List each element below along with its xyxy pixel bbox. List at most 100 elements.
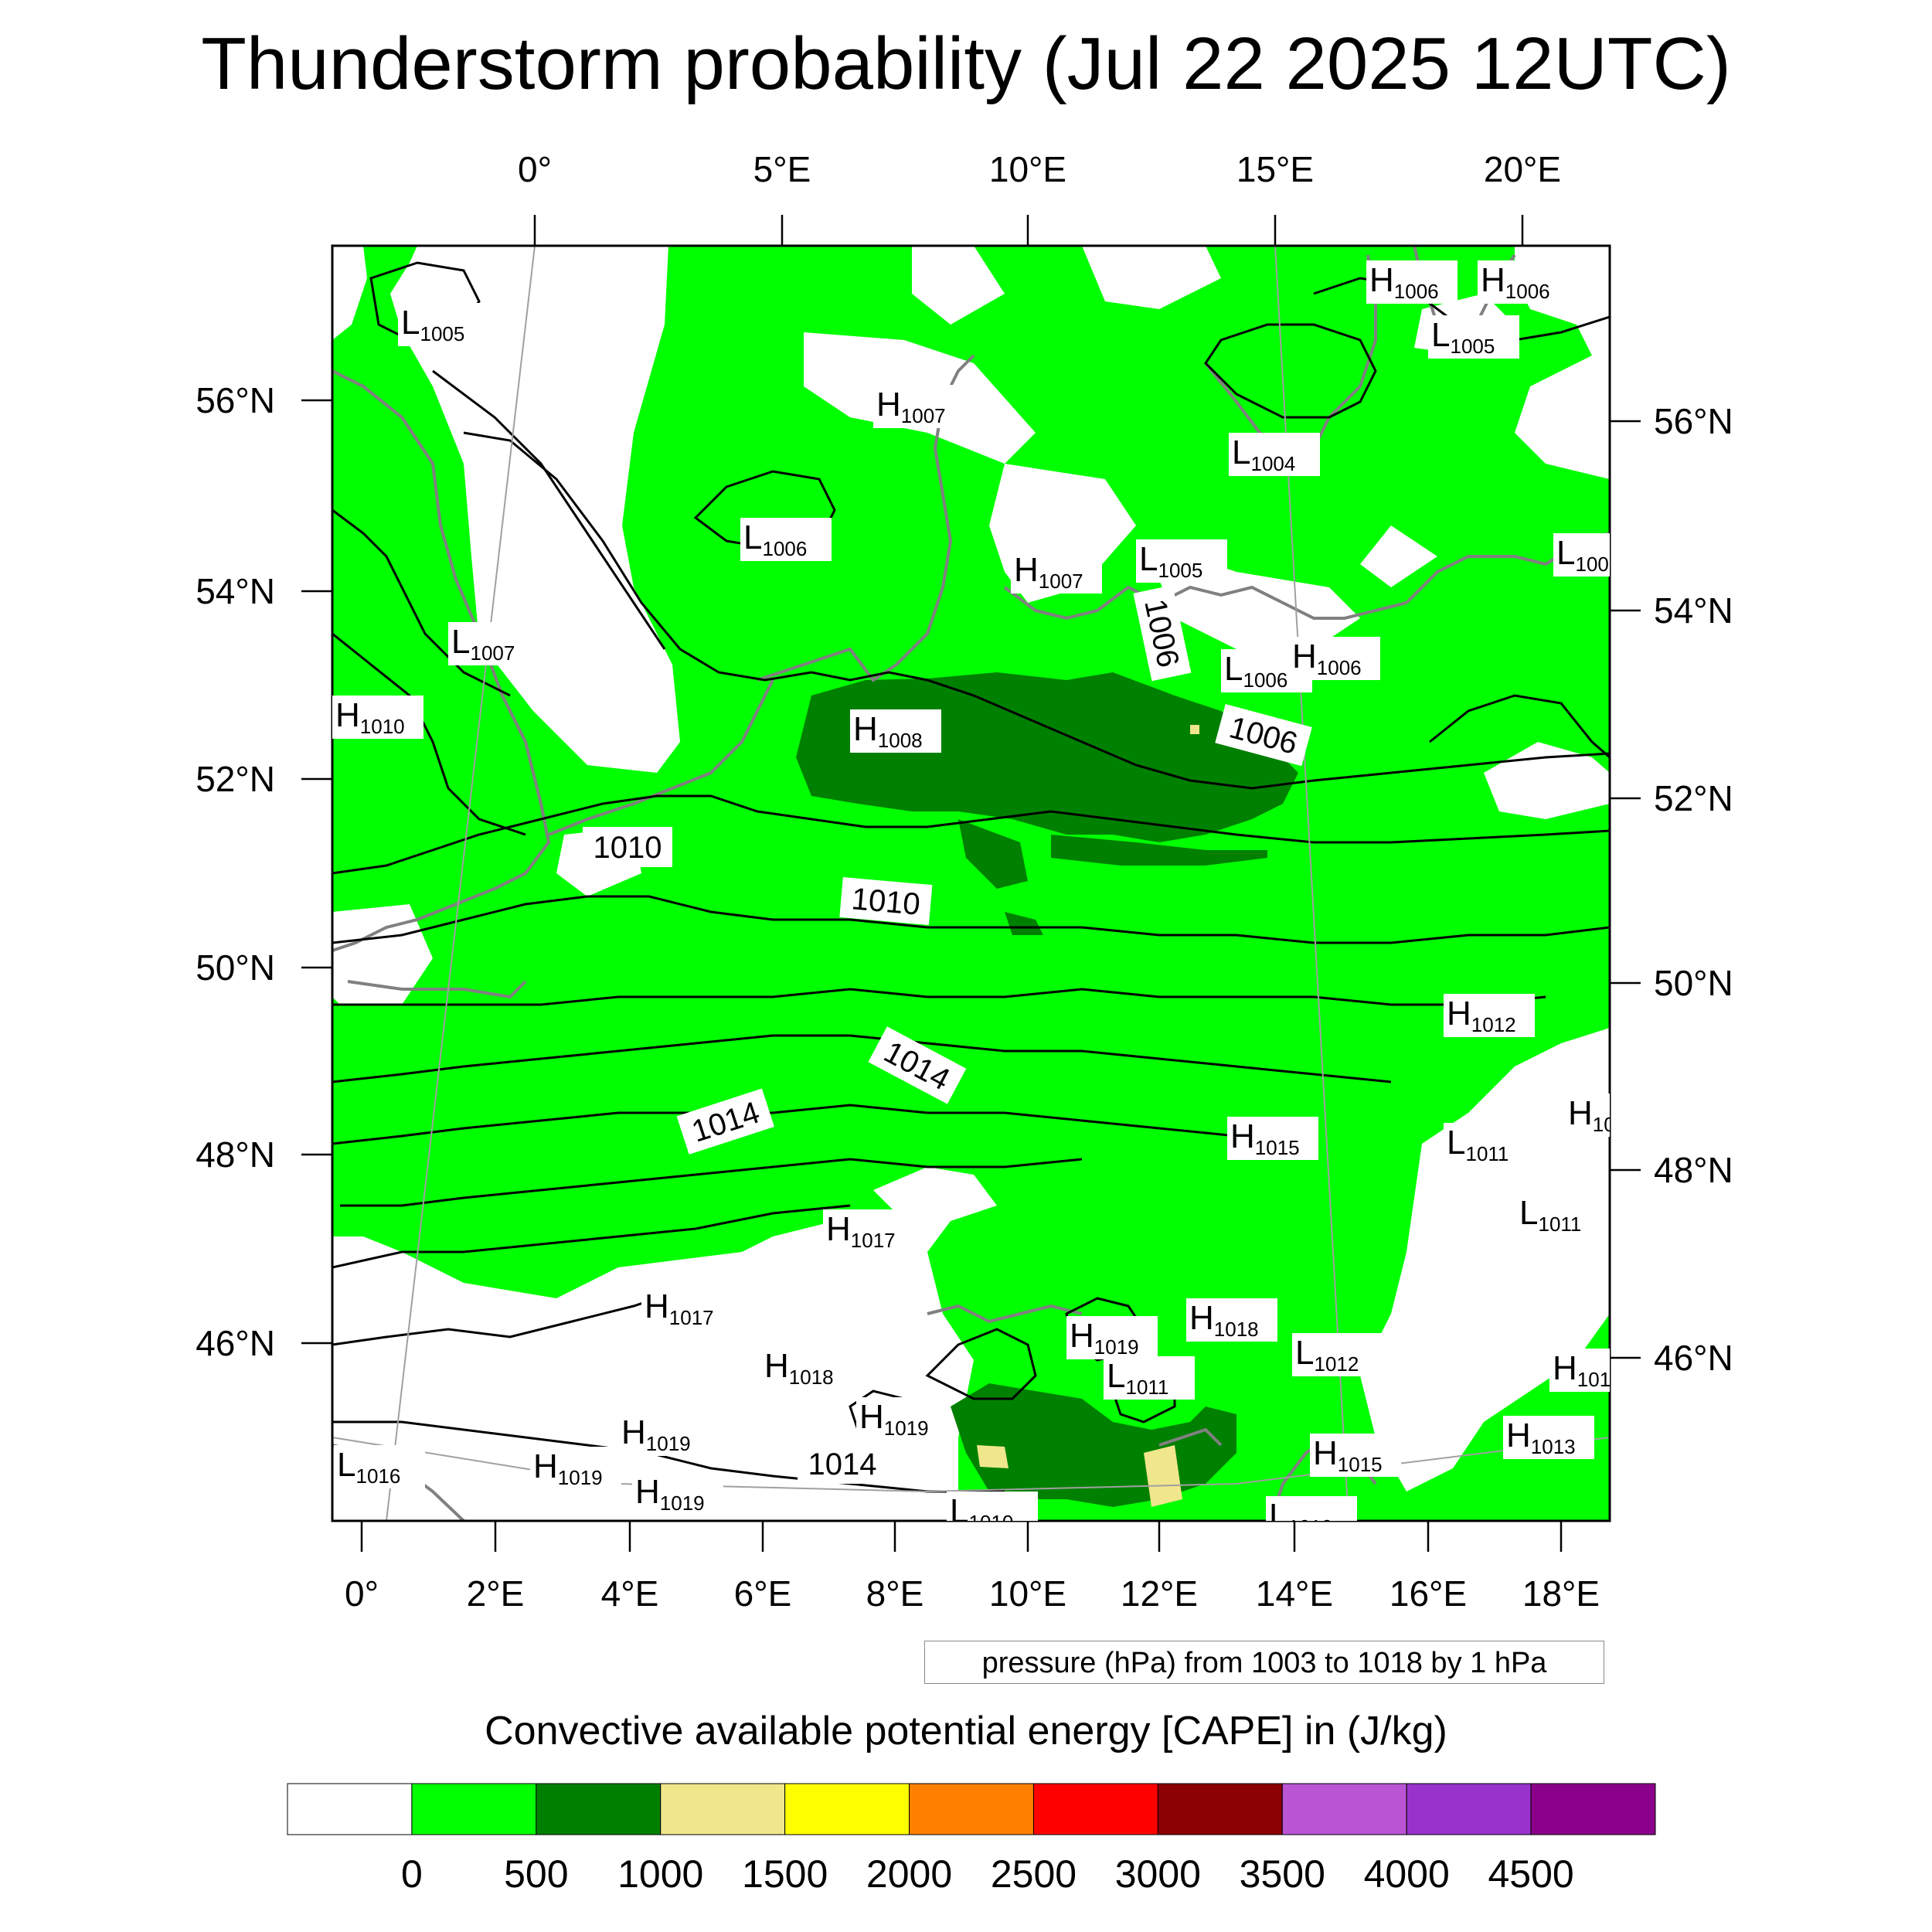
pressure-center-label: L1012 bbox=[1292, 1333, 1383, 1376]
left-lat-tick-label: 48°N bbox=[196, 1134, 275, 1175]
colorbar-box bbox=[1530, 1783, 1656, 1835]
pressure-center-labels: L1005 H1007 L1006 L1007 H1010 H1008 H1006 H1006… bbox=[332, 260, 1615, 1521]
colorbar-box bbox=[1281, 1783, 1407, 1835]
svg-text:H1019: H1019 bbox=[1070, 1317, 1139, 1359]
colorbar-tick-label: 2500 bbox=[991, 1852, 1077, 1896]
isobar-label: 1010 bbox=[583, 827, 672, 867]
pressure-center-label: L1011 bbox=[1104, 1356, 1195, 1400]
left-lat-tick-label: 56°N bbox=[196, 380, 275, 420]
pressure-center-label: H10 bbox=[1565, 1094, 1615, 1137]
pressure-center-label: H1017 bbox=[823, 1209, 914, 1253]
axis-ticks bbox=[301, 215, 1641, 1552]
right-lat-tick-label: 52°N bbox=[1654, 778, 1733, 818]
svg-text:1014: 1014 bbox=[808, 1447, 877, 1481]
right-lat-tick-label: 50°N bbox=[1654, 963, 1733, 1003]
bottom-lon-tick-label: 14°E bbox=[1256, 1573, 1333, 1614]
pressure-center-label: H1019 bbox=[856, 1397, 947, 1440]
colorbar-box bbox=[287, 1783, 413, 1835]
pressure-center-label: H1019 bbox=[618, 1413, 709, 1456]
pressure-center-label: L1010 bbox=[947, 1492, 1038, 1521]
pressure-center-label: L1005 bbox=[1136, 539, 1227, 583]
pressure-center-label: L1007 bbox=[448, 622, 539, 665]
svg-text:L1011: L1011 bbox=[1447, 1124, 1509, 1165]
pressure-center-label: H1019 bbox=[530, 1447, 621, 1490]
pressure-center-label: H1008 bbox=[850, 709, 941, 753]
top-lon-tick-label: 0° bbox=[518, 149, 552, 189]
pressure-center-label: H1007 bbox=[873, 385, 964, 428]
pressure-center-label: H1018 bbox=[761, 1346, 852, 1389]
svg-text:1010: 1010 bbox=[850, 882, 921, 922]
map-title: Thunderstorm probability (Jul 22 2025 12… bbox=[201, 22, 1731, 105]
pressure-center-label: H1018 bbox=[1186, 1298, 1277, 1342]
svg-text:L1011: L1011 bbox=[1107, 1357, 1168, 1399]
colorbar-box bbox=[1406, 1783, 1532, 1835]
pressure-center-label: H1006 bbox=[1289, 637, 1380, 680]
svg-text:H10: H10 bbox=[1568, 1094, 1615, 1136]
pressure-center-label: L1011 bbox=[1516, 1193, 1607, 1236]
colorbar-box bbox=[536, 1783, 662, 1835]
pressure-center-label: L1006 bbox=[740, 518, 832, 561]
pressure-center-label: H1019 bbox=[632, 1472, 723, 1515]
top-lon-tick-label: 10°E bbox=[989, 149, 1066, 189]
colorbar-tick-label: 0 bbox=[401, 1852, 423, 1896]
bottom-lon-tick-label: 8°E bbox=[866, 1573, 924, 1614]
colorbar-box bbox=[1032, 1783, 1158, 1835]
pressure-center-label: H1010 bbox=[332, 696, 423, 739]
colorbar-tick-label: 1500 bbox=[742, 1852, 828, 1896]
colorbar-tick-label: 2000 bbox=[866, 1852, 952, 1896]
bottom-lon-tick-label: 0° bbox=[345, 1573, 379, 1614]
map-panel bbox=[332, 246, 1610, 1521]
colorbar-box bbox=[1157, 1783, 1283, 1835]
pressure-center-label: L1016 bbox=[334, 1445, 425, 1488]
svg-text:L1006: L1006 bbox=[1224, 650, 1287, 692]
cape-zero-areas bbox=[332, 246, 1610, 1521]
left-lat-tick-label: 46°N bbox=[196, 1323, 275, 1363]
top-lon-tick-label: 15°E bbox=[1236, 149, 1314, 189]
right-latitude-ticks: 56°N 54°N 52°N 50°N 48°N 46°N bbox=[1654, 401, 1733, 1378]
pressure-center-label: L1010 bbox=[1266, 1496, 1357, 1521]
colorbar-tick-label: 1000 bbox=[617, 1852, 703, 1896]
pressure-note: pressure (hPa) from 1003 to 1018 by 1 hP… bbox=[924, 1641, 1604, 1684]
isobar-label: 1010 bbox=[839, 877, 933, 925]
pressure-center-label: L1005 bbox=[398, 303, 489, 346]
bottom-lon-tick-label: 18°E bbox=[1522, 1573, 1600, 1614]
colorbar-box bbox=[909, 1783, 1034, 1835]
right-lat-tick-label: 56°N bbox=[1654, 401, 1733, 441]
right-lat-tick-label: 48°N bbox=[1654, 1150, 1733, 1190]
colorbar-box bbox=[411, 1783, 537, 1835]
right-lat-tick-label: 54°N bbox=[1654, 590, 1733, 631]
cape-1000-1500-areas bbox=[977, 725, 1199, 1507]
pressure-center-label: H1015 bbox=[1310, 1434, 1401, 1477]
left-latitude-ticks: 56°N 54°N 52°N 50°N 48°N 46°N bbox=[196, 380, 275, 1363]
cape-colorbar: 0 500 1000 1500 2000 2500 3000 3500 4000 4500 bbox=[287, 1783, 1656, 1896]
bottom-lon-tick-label: 4°E bbox=[601, 1573, 659, 1614]
colorbar-tick-label: 3500 bbox=[1240, 1852, 1325, 1896]
bottom-lon-tick-label: 16°E bbox=[1389, 1573, 1467, 1614]
pressure-center-label: H1013 bbox=[1503, 1416, 1594, 1459]
pressure-center-label: H1017 bbox=[641, 1287, 733, 1330]
bottom-longitude-ticks: 0° 2°E 4°E 6°E 8°E 10°E 12°E 14°E 16°E 1… bbox=[345, 1573, 1600, 1614]
left-lat-tick-label: 54°N bbox=[196, 571, 275, 611]
colorbar-tick-label: 4000 bbox=[1364, 1852, 1450, 1896]
pressure-center-label: H1006 bbox=[1478, 260, 1569, 304]
left-lat-tick-label: 52°N bbox=[196, 759, 275, 799]
bottom-lon-tick-label: 10°E bbox=[989, 1573, 1066, 1614]
pressure-center-label: H1007 bbox=[1011, 550, 1102, 594]
isobar-label: 1006 bbox=[1133, 585, 1192, 682]
colorbar-box bbox=[660, 1783, 786, 1835]
colorbar-tick-label: 3000 bbox=[1115, 1852, 1201, 1896]
colorbar-tick-label: 500 bbox=[504, 1852, 568, 1896]
svg-text:1010: 1010 bbox=[594, 831, 662, 865]
top-longitude-ticks: 0° 5°E 10°E 15°E 20°E bbox=[518, 149, 1561, 189]
top-lon-tick-label: 5°E bbox=[753, 149, 811, 189]
bottom-lon-tick-label: 12°E bbox=[1121, 1573, 1198, 1614]
pressure-center-label: H1019 bbox=[1066, 1316, 1158, 1359]
pressure-center-label: L100 bbox=[1553, 533, 1610, 577]
pressure-center-label: H1006 bbox=[1366, 260, 1458, 304]
pressure-center-label: H1015 bbox=[1227, 1117, 1318, 1160]
colorbar-title: Convective available potential energy [C… bbox=[485, 1709, 1447, 1753]
pressure-center-label: L1004 bbox=[1229, 433, 1320, 476]
left-lat-tick-label: 50°N bbox=[196, 947, 275, 988]
pressure-center-label: L1005 bbox=[1428, 315, 1519, 359]
